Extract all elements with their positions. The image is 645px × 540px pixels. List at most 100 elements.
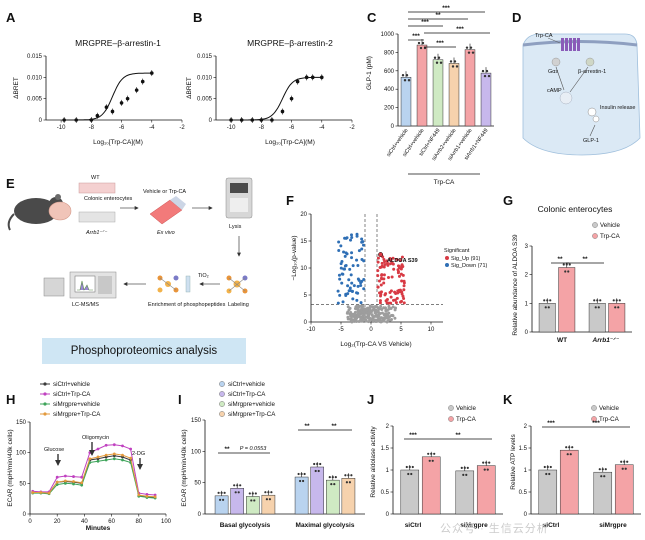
g-xcat-wt: WT — [557, 337, 567, 344]
f-point-ns — [367, 311, 371, 315]
h-xtick-label: 100 — [161, 519, 172, 525]
k-dot — [548, 472, 551, 476]
g-bar — [588, 303, 606, 333]
c-dot — [437, 56, 441, 59]
f-point-down — [356, 291, 360, 295]
f-point-down — [355, 298, 359, 302]
d-trpca-label: Trp-CA — [535, 33, 553, 39]
f-point-ns — [346, 310, 350, 314]
a-point — [119, 101, 124, 105]
g-dot — [599, 299, 602, 302]
b-point — [259, 118, 264, 122]
i-legend-marker — [219, 381, 225, 387]
f-point-up — [378, 299, 382, 303]
j-legend-vehicle: Vehicle — [456, 405, 477, 412]
f-point-ns — [375, 309, 379, 313]
j-ytick-label: 0 — [386, 512, 390, 518]
g-bar — [558, 267, 576, 333]
f-point-ns — [373, 311, 377, 315]
panel-a: MRGPRE–β-arrestin-1 ΔBRET Log₁₀[Trp-CA](… — [13, 38, 185, 146]
f-point-down — [339, 244, 343, 248]
k-legend-trpca-marker — [591, 416, 597, 422]
g-dot — [567, 270, 570, 273]
f-point-ns — [374, 313, 378, 317]
f-point-ns — [356, 309, 360, 313]
f-point-down — [337, 273, 341, 277]
j-dot — [482, 461, 485, 464]
i-dot — [303, 472, 306, 476]
f-ytick-label: 10 — [300, 266, 307, 272]
f-point-down — [345, 236, 349, 240]
g-dot — [597, 306, 600, 309]
a-point — [140, 79, 145, 84]
h-point — [112, 443, 116, 447]
f-point-up — [382, 273, 386, 277]
g-dot — [562, 263, 565, 266]
i-dot — [254, 492, 257, 495]
j-dot — [411, 465, 414, 469]
h-point — [104, 453, 108, 457]
c-ytick-label: 800 — [384, 50, 395, 56]
f-point-down — [350, 256, 354, 260]
i-dot — [268, 498, 271, 501]
b-xtick-label: -10 — [227, 125, 236, 131]
panel-b-ylabel: ΔBRET — [186, 77, 193, 99]
f-point-ns — [359, 316, 363, 320]
h-point — [47, 491, 51, 495]
i-dot — [333, 483, 336, 486]
e-vehicle-label: Vehicle or Trp-CA — [143, 189, 186, 195]
sig-g-2: ** — [582, 256, 588, 263]
panel-e-workflow: WT Colonic enterocytes Arrb1⁻ᐟ⁻ Vehicle … — [7, 175, 253, 308]
f-point-ns — [364, 319, 368, 323]
g-dot — [544, 306, 547, 309]
g-legend-vehicle: Vehicle — [600, 222, 621, 229]
k-dot — [568, 446, 571, 449]
c-dot — [419, 46, 423, 50]
f-point-ns — [378, 317, 382, 321]
panel-a-ylabel: ΔBRET — [13, 77, 20, 99]
g-ytick-label: 1 — [525, 301, 529, 307]
g-dot — [564, 270, 567, 273]
b-ytick-label: 0 — [209, 118, 213, 124]
f-point-down — [343, 236, 347, 240]
k-dot — [571, 446, 574, 449]
k-ytick-label: 0.5 — [519, 490, 528, 496]
b-point — [310, 75, 315, 80]
panel-f-plot: 0 5 10 15 20 -10 -5 0 5 10 — [300, 212, 443, 333]
f-point-up — [382, 277, 386, 281]
a-point — [95, 113, 100, 118]
g-dot — [612, 299, 615, 302]
h-legend-label: siMrgpre+Trp-CA — [53, 411, 101, 418]
f-point-up — [382, 258, 386, 262]
b-xtick-label: -2 — [349, 125, 355, 131]
i-dot — [348, 481, 351, 484]
h-series-line — [32, 458, 156, 499]
lcms-instrument-icon — [43, 271, 117, 299]
f-point-down — [362, 277, 366, 281]
j-xcat-simrgpre: siMrgpre — [460, 522, 488, 529]
d-camp-label: cAMP — [547, 88, 562, 94]
panel-g-ylabel: Relative abundance of ALDOA S39 — [512, 234, 519, 336]
c-dot — [485, 69, 489, 73]
k-dot — [598, 468, 601, 471]
c-dot — [481, 69, 485, 73]
h-point — [72, 480, 75, 483]
f-point-up — [393, 290, 397, 294]
g-dot — [618, 299, 621, 302]
f-point-up — [400, 255, 404, 259]
f-point-up — [376, 274, 380, 278]
i-legend-marker — [219, 401, 225, 407]
panel-i-plot: 0 50 100 150 — [191, 418, 365, 518]
j-dot — [427, 452, 430, 455]
c-bar — [400, 76, 412, 127]
k-ytick-label: 2 — [524, 424, 528, 430]
c-dot — [421, 41, 425, 45]
f-point-down — [336, 289, 340, 293]
e-enrich-label: Enrichment of phosphopeptides — [148, 302, 226, 308]
f-point-ns — [379, 307, 383, 311]
f-point-ns — [393, 316, 397, 320]
panel-j-ylabel: Relative aldolase activity — [370, 426, 377, 498]
f-point-down — [359, 301, 363, 305]
a-xtick-label: -8 — [89, 125, 95, 131]
